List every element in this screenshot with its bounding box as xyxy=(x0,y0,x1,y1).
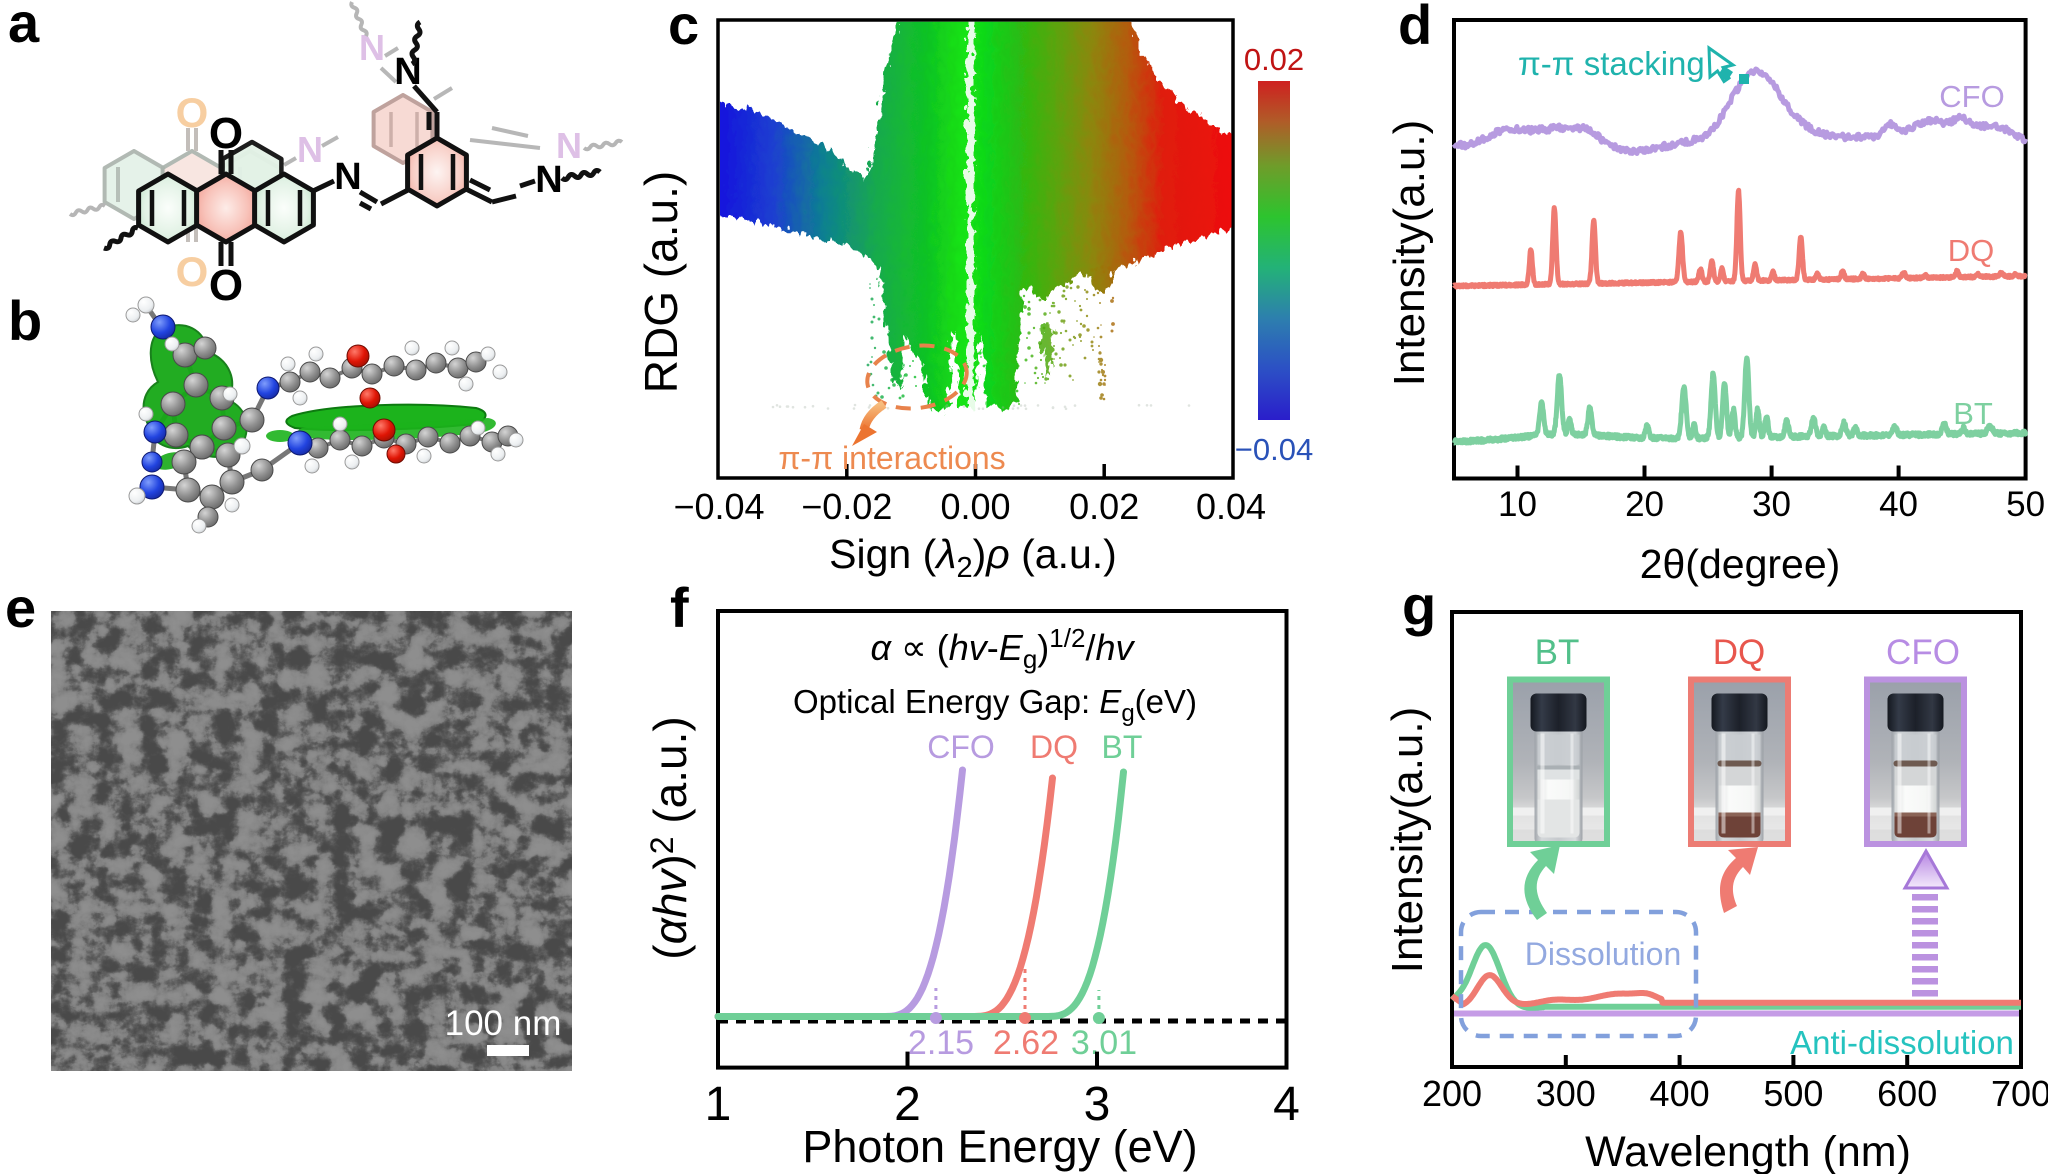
svg-text:DQ: DQ xyxy=(1948,233,1995,268)
svg-text:N: N xyxy=(556,125,582,166)
svg-text:200: 200 xyxy=(1422,1073,1482,1114)
svg-text:N: N xyxy=(394,51,421,93)
svg-text:Photon Energy (eV): Photon Energy (eV) xyxy=(802,1121,1197,1172)
svg-text:20: 20 xyxy=(1625,485,1664,524)
svg-text:Wavelength (nm): Wavelength (nm) xyxy=(1585,1128,1911,1174)
svg-text:3.01: 3.01 xyxy=(1071,1024,1137,1062)
svg-text:−0.04: −0.04 xyxy=(1235,432,1313,467)
svg-text:O: O xyxy=(176,89,209,136)
svg-text:O: O xyxy=(209,109,243,158)
svg-text:300: 300 xyxy=(1536,1073,1596,1114)
svg-text:600: 600 xyxy=(1877,1073,1937,1114)
svg-text:BT: BT xyxy=(1535,633,1580,672)
svg-text:N: N xyxy=(535,159,562,201)
svg-text:Intensity(a.u.): Intensity(a.u.) xyxy=(1383,707,1432,974)
svg-text:N: N xyxy=(359,27,385,68)
svg-text:500: 500 xyxy=(1763,1073,1823,1114)
svg-text:O: O xyxy=(176,248,209,295)
svg-text:400: 400 xyxy=(1650,1073,1710,1114)
svg-text:0.02: 0.02 xyxy=(1069,486,1139,527)
svg-text:Intensity(a.u.): Intensity(a.u.) xyxy=(1385,120,1434,387)
svg-text:BT: BT xyxy=(1953,396,1993,431)
svg-text:2θ(degree): 2θ(degree) xyxy=(1640,541,1841,587)
svg-text:30: 30 xyxy=(1752,485,1791,524)
svg-text:c: c xyxy=(668,0,699,56)
svg-text:Sign (λ2)ρ (a.u.): Sign (λ2)ρ (a.u.) xyxy=(829,531,1117,584)
svg-text:−0.04: −0.04 xyxy=(673,486,764,527)
svg-text:e: e xyxy=(5,576,36,639)
svg-text:1: 1 xyxy=(705,1078,732,1131)
svg-text:10: 10 xyxy=(1498,485,1537,524)
svg-text:0.02: 0.02 xyxy=(1244,42,1304,77)
svg-text:40: 40 xyxy=(1879,485,1918,524)
svg-text:O: O xyxy=(209,261,243,310)
svg-text:α ∝ (hv-Eg)1/2/hv: α ∝ (hv-Eg)1/2/hv xyxy=(871,623,1136,674)
svg-text:DQ: DQ xyxy=(1713,633,1766,672)
svg-text:N: N xyxy=(297,129,323,170)
svg-text:2.15: 2.15 xyxy=(908,1024,974,1062)
svg-text:CFO: CFO xyxy=(1886,633,1960,672)
svg-text:3: 3 xyxy=(1084,1078,1111,1131)
svg-text:b: b xyxy=(8,289,42,352)
svg-text:100 nm: 100 nm xyxy=(445,1004,562,1043)
svg-text:N: N xyxy=(334,156,361,198)
svg-text:700: 700 xyxy=(1991,1073,2048,1114)
svg-text:50: 50 xyxy=(2006,485,2045,524)
svg-text:π-π stacking: π-π stacking xyxy=(1518,45,1705,82)
svg-text:BT: BT xyxy=(1102,729,1143,765)
svg-text:−0.02: −0.02 xyxy=(801,486,892,527)
svg-text:Dissolution: Dissolution xyxy=(1525,936,1682,972)
svg-text:g: g xyxy=(1402,574,1436,637)
svg-text:d: d xyxy=(1398,0,1432,56)
svg-text:a: a xyxy=(8,0,40,54)
svg-text:0.00: 0.00 xyxy=(940,486,1010,527)
svg-text:DQ: DQ xyxy=(1030,729,1078,765)
svg-text:Anti-dissolution: Anti-dissolution xyxy=(1790,1024,2014,1061)
svg-text:2.62: 2.62 xyxy=(993,1024,1059,1062)
svg-text:RDG (a.u.): RDG (a.u.) xyxy=(635,171,687,393)
svg-text:CFO: CFO xyxy=(1939,79,2004,114)
svg-text:CFO: CFO xyxy=(927,729,995,765)
svg-text:f: f xyxy=(670,576,689,639)
svg-text:π-π interactions: π-π interactions xyxy=(778,440,1005,476)
svg-text:2: 2 xyxy=(894,1078,921,1131)
svg-text:(αhv)2 (a.u.): (αhv)2 (a.u.) xyxy=(644,716,696,959)
svg-text:4: 4 xyxy=(1273,1078,1300,1131)
svg-text:0.04: 0.04 xyxy=(1196,486,1266,527)
